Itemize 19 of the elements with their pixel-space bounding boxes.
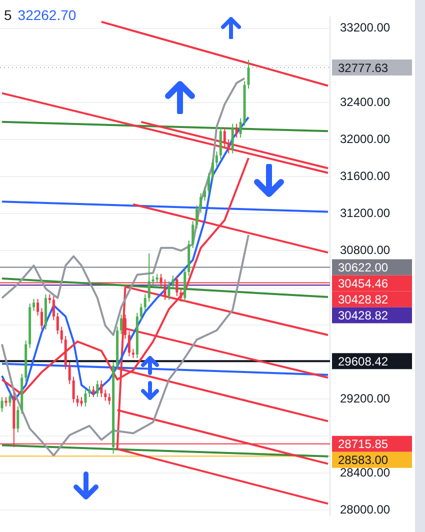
y-tick-label: 32400.00 bbox=[340, 94, 390, 109]
ref-line-label: 28583.00 bbox=[338, 453, 388, 468]
ref-line-label: 29608.42 bbox=[338, 354, 388, 368]
y-tick-label: 28000.00 bbox=[340, 502, 390, 516]
ref-line-label: 30428.82 bbox=[338, 308, 388, 323]
annotation: 5 bbox=[4, 6, 12, 23]
annotation: 32262.70 bbox=[18, 6, 76, 23]
ref-line-label: 28715.85 bbox=[338, 437, 388, 452]
y-tick-label: 29200.00 bbox=[340, 391, 390, 406]
y-tick-label: 32000.00 bbox=[340, 132, 390, 146]
ref-line-label: 30454.46 bbox=[338, 276, 388, 291]
y-tick-label: 31600.00 bbox=[340, 168, 390, 183]
y-tick-label: 33200.00 bbox=[340, 20, 390, 35]
ref-line-label: 30428.82 bbox=[338, 292, 388, 307]
ref-line-label: 32777.63 bbox=[338, 60, 388, 75]
y-tick-label: 31200.00 bbox=[340, 206, 390, 220]
ref-line-label: 30622.00 bbox=[338, 260, 388, 275]
y-tick-label: 28400.00 bbox=[340, 465, 390, 480]
y-tick-label: 30800.00 bbox=[340, 243, 390, 258]
